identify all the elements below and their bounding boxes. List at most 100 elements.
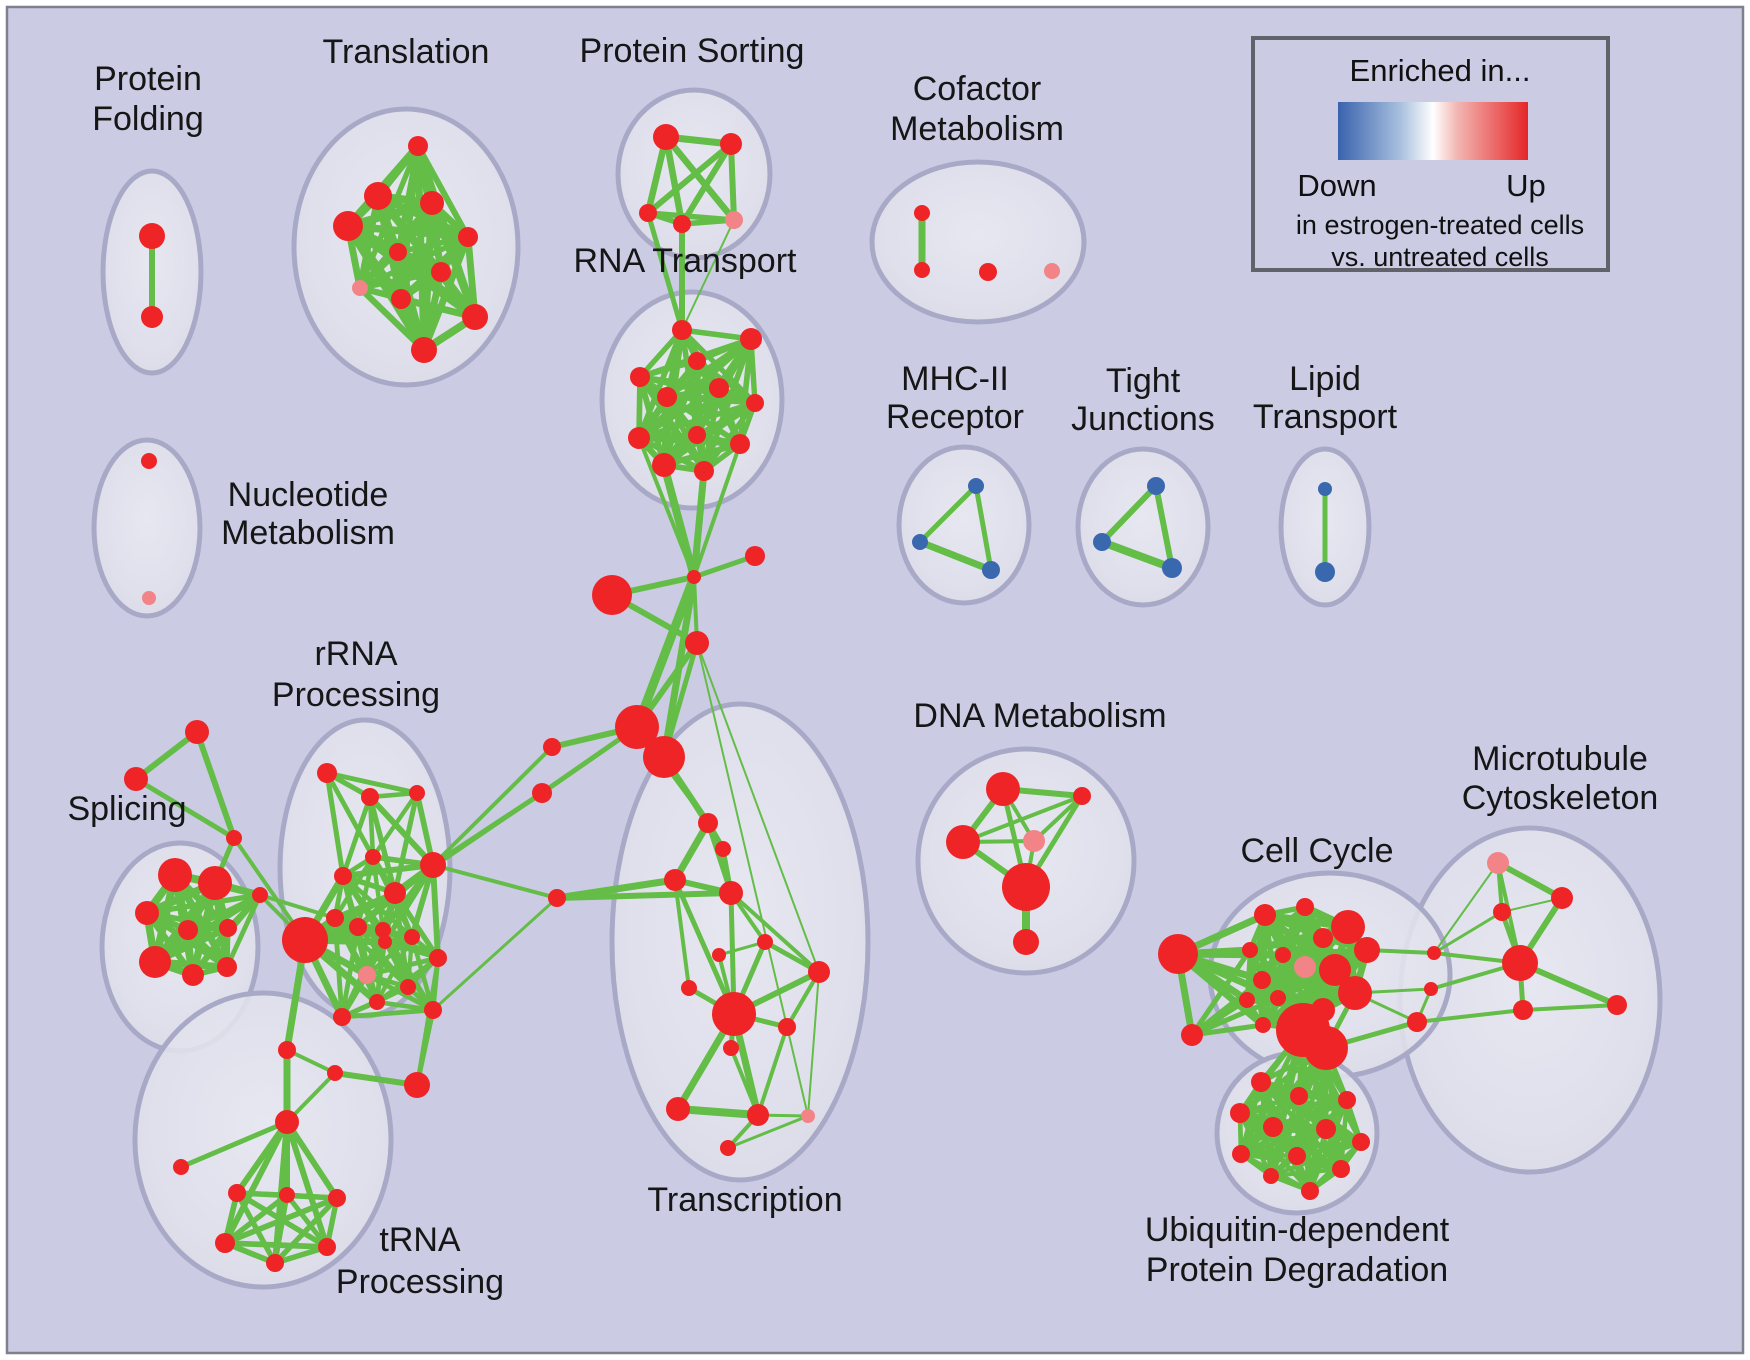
- edge: [222, 1240, 330, 1250]
- edge: [644, 133, 670, 217]
- edge: [194, 729, 237, 841]
- edge: [224, 892, 263, 970]
- mhc-cluster-ellipse: [896, 444, 1032, 606]
- gene-set-node: [173, 1159, 189, 1175]
- gene-set-node: [740, 328, 762, 350]
- gene-set-node: [1242, 942, 1258, 958]
- protein_sorting-label: Protein Sorting: [580, 32, 805, 70]
- gene-set-node: [279, 1187, 295, 1203]
- gene-set-node: [745, 546, 765, 566]
- gene-set-node: [1158, 934, 1198, 974]
- gene-set-node: [1270, 990, 1286, 1006]
- edge: [691, 553, 758, 580]
- gene-set-node: [358, 966, 376, 984]
- gene-set-node: [1502, 945, 1538, 981]
- edge: [284, 1119, 330, 1250]
- gene-set-node: [725, 211, 743, 229]
- edge: [1307, 1045, 1329, 1194]
- gene-set-node: [1338, 1091, 1356, 1109]
- edge: [258, 893, 337, 920]
- gene-set-node: [1002, 863, 1050, 911]
- gene-set-node: [687, 570, 701, 584]
- tight-cluster-ellipse: [1075, 446, 1211, 608]
- edge: [973, 483, 994, 573]
- gene-set-node: [698, 813, 718, 833]
- gene-set-node: [657, 387, 677, 407]
- gene-set-node: [182, 964, 204, 986]
- edge: [415, 956, 440, 1087]
- gene-set-node: [615, 705, 659, 749]
- gene-set-node: [1023, 830, 1045, 852]
- edge: [272, 1192, 290, 1266]
- gene-set-node: [1147, 477, 1165, 495]
- gene-set-node: [543, 738, 561, 756]
- gene-set-node: [375, 922, 391, 938]
- gene-set-node: [135, 901, 159, 925]
- edge: [1099, 483, 1159, 545]
- gene-set-node: [389, 243, 407, 261]
- trna-label: tRNA: [379, 1221, 461, 1259]
- gene-set-node: [333, 211, 363, 241]
- gene-set-node: [198, 866, 232, 900]
- gene-set-node: [730, 434, 750, 454]
- cofactor-label: Cofactor: [913, 70, 1042, 108]
- gene-set-node: [1290, 1087, 1308, 1105]
- edge: [729, 1046, 760, 1117]
- gene-set-node: [141, 453, 157, 469]
- gene-set-node: [694, 461, 714, 481]
- gene-set-node: [139, 946, 171, 978]
- edge: [382, 862, 436, 945]
- gene-set-node: [673, 215, 691, 233]
- gene-set-node: [664, 869, 686, 891]
- gene-set-node: [1263, 1117, 1283, 1137]
- gene-set-node: [404, 1072, 430, 1098]
- gene-set-node: [672, 320, 692, 340]
- edge: [374, 939, 388, 1005]
- gene-set-node: [420, 191, 444, 215]
- transcription-label: Transcription: [647, 1181, 842, 1219]
- gene-set-node: [1332, 1160, 1350, 1178]
- gene-set-node: [1316, 1119, 1336, 1139]
- edge: [393, 791, 544, 895]
- gene-set-node: [685, 631, 709, 655]
- gene-set-node: [968, 478, 984, 494]
- gene-set-node: [1093, 533, 1111, 551]
- edge: [737, 336, 754, 447]
- gene-set-node: [1230, 1103, 1250, 1123]
- gene-set-node: [327, 1065, 343, 1081]
- edge: [679, 327, 754, 342]
- gene-set-node: [681, 980, 697, 996]
- edge: [728, 141, 737, 223]
- gene-set-node: [400, 979, 416, 995]
- edge: [392, 790, 420, 896]
- network-nodes: [124, 124, 1627, 1272]
- gene-set-node: [185, 720, 209, 744]
- edge: [374, 999, 436, 1013]
- edge: [636, 400, 758, 441]
- protein_folding-label: Protein: [94, 60, 202, 98]
- edge: [701, 400, 758, 474]
- edge: [357, 269, 444, 291]
- edge: [807, 971, 820, 1117]
- gene-set-node: [429, 949, 447, 967]
- gene-set-node: [384, 882, 406, 904]
- gene-set-node: [1487, 852, 1509, 874]
- gene-set-node: [141, 306, 163, 328]
- gene-set-node: [334, 867, 352, 885]
- gene-set-node: [1255, 1017, 1271, 1033]
- edge: [664, 394, 758, 406]
- gene-set-node: [1013, 929, 1039, 955]
- gene-set-node: [1251, 1072, 1271, 1092]
- edge: [284, 1192, 330, 1250]
- gene-set-node: [318, 1238, 336, 1256]
- gene-set-node: [420, 852, 446, 878]
- edge: [382, 939, 441, 961]
- edge: [1237, 1097, 1350, 1116]
- translation-label: Translation: [323, 33, 490, 71]
- nucleotide-label: Nucleotide: [228, 476, 389, 514]
- gene-set-node: [946, 825, 980, 859]
- edge: [756, 1025, 789, 1117]
- edge: [916, 538, 995, 574]
- transcription-cluster-ellipse: [609, 701, 871, 1183]
- edge: [178, 1119, 290, 1170]
